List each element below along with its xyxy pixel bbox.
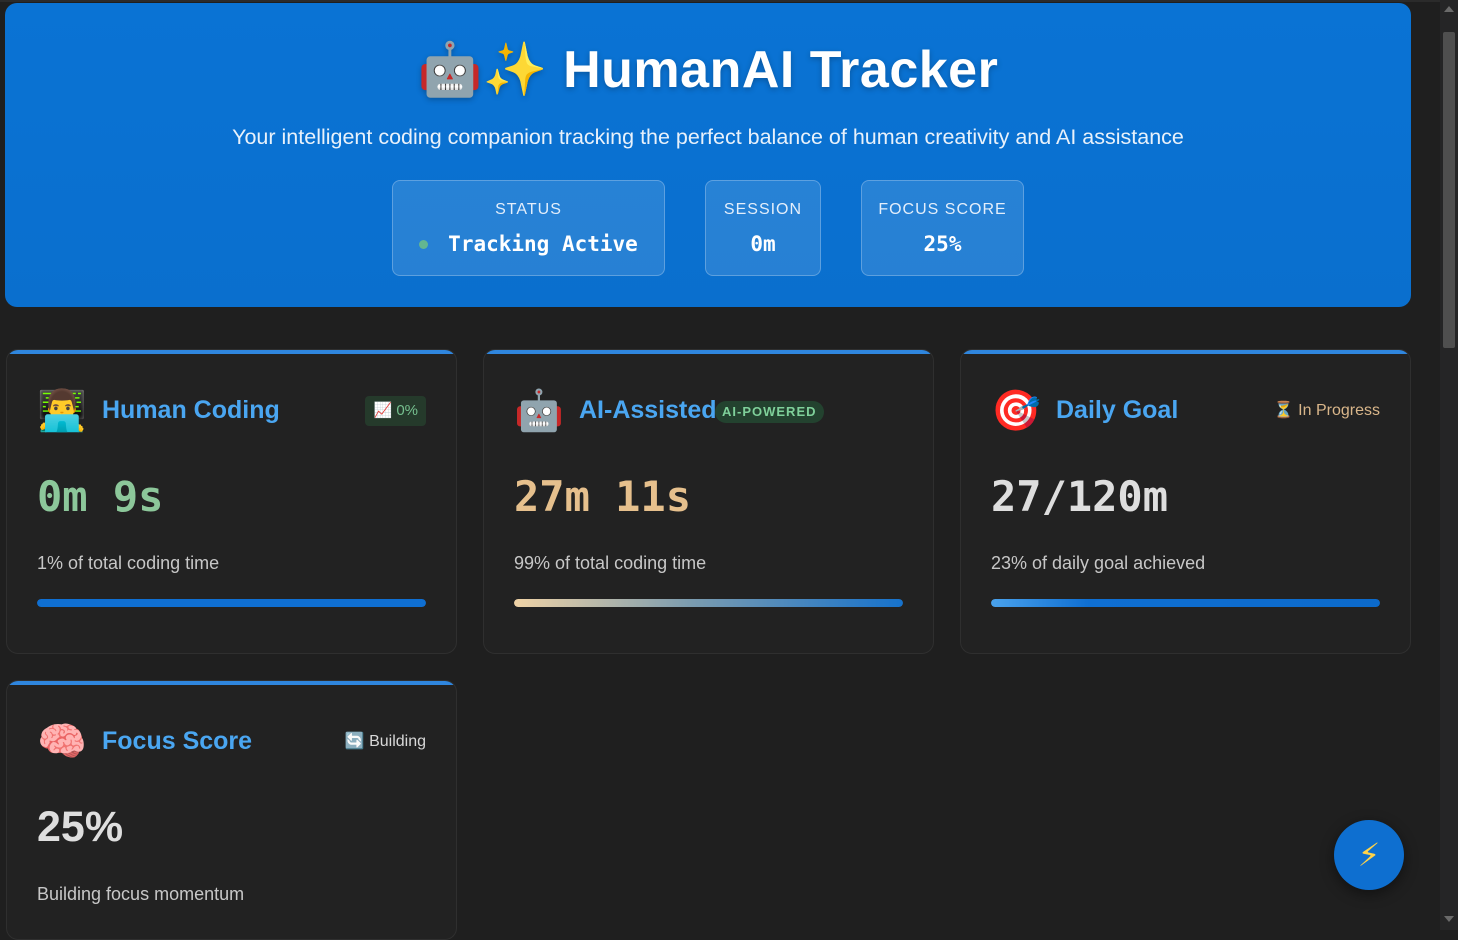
ai-assisted-time: 27m 11s [514,472,692,521]
session-value: 0m [750,232,776,256]
ai-assisted-card[interactable]: 🤖 AI-Assisted AI-POWERED 27m 11s 99% of … [483,349,934,654]
page-subtitle: Your intelligent coding companion tracki… [232,125,1184,149]
target-icon: 🎯 [991,389,1041,433]
scroll-down-icon[interactable] [1444,916,1454,922]
human-coding-time: 0m 9s [37,472,164,521]
focus-score-description: Building focus momentum [37,884,245,904]
page-title: 🤖✨ HumanAI Tracker [417,41,999,99]
human-coding-progress [37,599,426,607]
ai-powered-badge: AI-POWERED [715,401,824,423]
status-value: Tracking Active [448,232,638,256]
session-stat: SESSION 0m [705,180,821,276]
daily-goal-title: Daily Goal [1056,396,1179,424]
scroll-up-icon[interactable] [1444,6,1454,12]
human-coding-card[interactable]: 👨‍💻 Human Coding 📈 0% 0m 9s 1% of total … [6,349,457,654]
header-banner: 🤖✨ HumanAI Tracker Your intelligent codi… [5,3,1411,307]
lightning-icon: ⚡ [1357,837,1381,873]
daily-goal-progress [991,599,1380,607]
ai-assisted-title: AI-Assisted [579,396,717,424]
status-label: STATUS [495,201,562,218]
focus-score-value: 25% [923,232,962,256]
focus-score-stat: FOCUS SCORE 25% [861,180,1024,276]
daily-goal-card[interactable]: 🎯 Daily Goal ⏳ In Progress 27/120m 23% o… [960,349,1411,654]
human-coding-description: 1% of total coding time [37,553,220,573]
robot-icon: 🤖 [514,389,564,433]
vertical-scrollbar[interactable] [1440,0,1458,930]
window-top-border [0,0,1440,2]
session-label: SESSION [723,201,803,218]
focus-score-label: FOCUS SCORE [878,201,1007,218]
daily-goal-description: 23% of daily goal achieved [991,553,1206,573]
brain-icon: 🧠 [37,720,87,764]
focus-score-card[interactable]: 🧠 Focus Score 🔄 Building 25% Building fo… [6,680,457,940]
status-dot-icon [419,239,429,249]
focus-score-big-value: 25% [37,803,124,851]
trend-badge: 📈 0% [365,396,426,426]
in-progress-badge: ⏳ In Progress [1273,402,1380,419]
quick-action-button[interactable]: ⚡ [1334,820,1404,890]
ai-assisted-progress-fill [514,599,903,607]
daily-goal-progress-fill [991,599,1380,607]
daily-goal-value: 27/120m [991,472,1169,521]
status-value-row: Tracking Active [393,232,664,256]
human-coding-title: Human Coding [102,396,280,424]
human-coding-progress-fill [37,599,426,607]
building-badge: 🔄 Building [344,733,426,750]
ai-assisted-progress [514,599,903,607]
scrollbar-thumb[interactable] [1443,32,1455,348]
status-stat: STATUS Tracking Active [392,180,665,276]
technologist-icon: 👨‍💻 [37,389,87,433]
focus-score-title: Focus Score [102,727,253,755]
ai-assisted-description: 99% of total coding time [514,553,707,573]
